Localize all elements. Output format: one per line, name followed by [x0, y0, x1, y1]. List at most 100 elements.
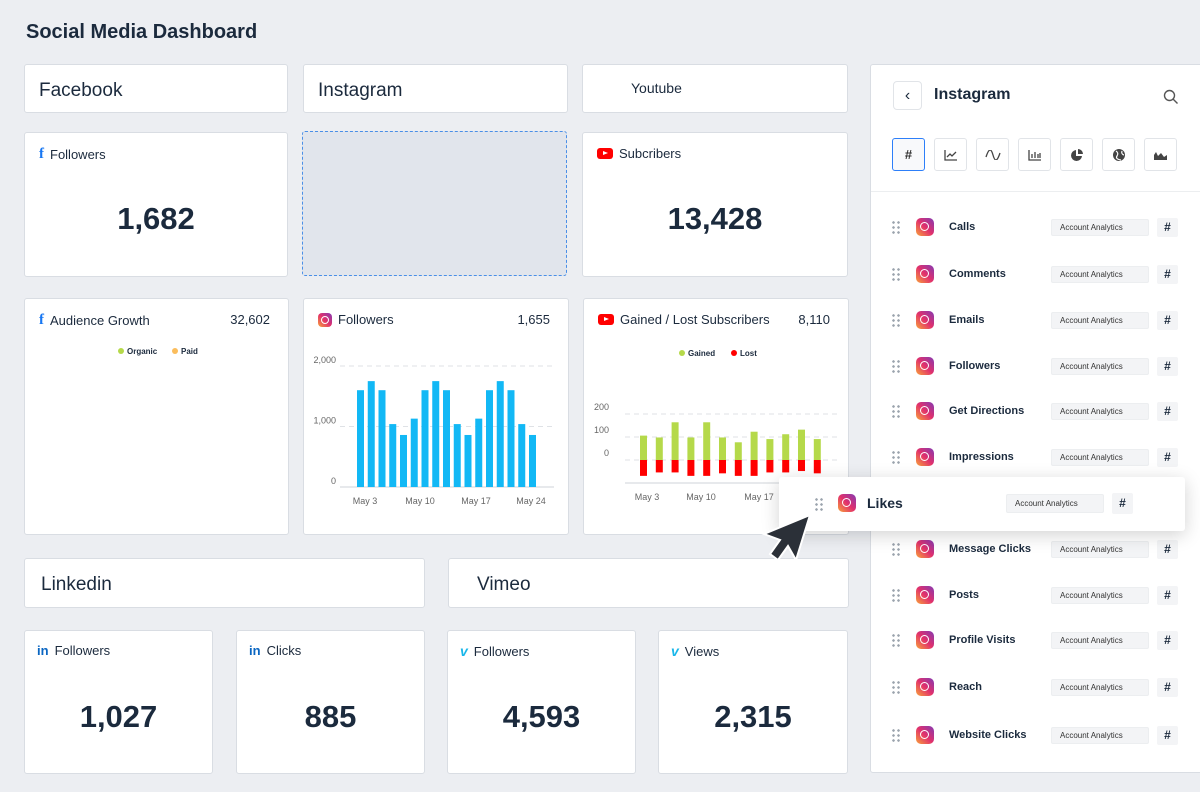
item-type: # — [1157, 264, 1178, 284]
drop-placeholder[interactable] — [302, 131, 567, 276]
bar-gained — [782, 434, 790, 460]
bar-lost — [703, 460, 711, 476]
area-chart-button[interactable] — [1144, 138, 1177, 171]
chart-total: 1,655 — [517, 312, 550, 327]
item-label: Likes — [867, 495, 903, 511]
instagram-icon — [916, 448, 934, 466]
metric-label: Followers — [54, 643, 111, 658]
facebook-icon: f — [39, 312, 44, 328]
chart-title: Gained / Lost Subscribers — [620, 312, 770, 327]
instagram-icon — [916, 402, 934, 420]
ig-followers-card[interactable]: Followers 1,655 2,000 1,000 0 May 3 May 10 Ma… — [303, 298, 569, 535]
item-tag: Account Analytics — [1051, 726, 1149, 744]
item-label: Get Directions — [949, 405, 1025, 417]
instagram-icon — [916, 540, 934, 558]
bar-gained — [719, 437, 726, 460]
bar-gained — [671, 422, 679, 460]
fb-followers-card[interactable]: f Followers 1,682 — [24, 132, 288, 277]
back-button[interactable]: ‹ — [893, 81, 922, 110]
dragged-list-item[interactable]: Likes Account Analytics # — [779, 477, 1185, 531]
bar-lost — [687, 460, 695, 476]
bar-gained — [813, 439, 821, 460]
item-type: # — [1157, 725, 1178, 745]
drag-handle-icon[interactable] — [891, 359, 901, 373]
legend-swatch — [731, 350, 737, 356]
cursor-arrow-icon — [761, 513, 812, 563]
drag-handle-icon[interactable] — [891, 542, 901, 556]
list-item[interactable]: Followers Account Analytics # — [871, 351, 1200, 381]
drag-handle-icon[interactable] — [891, 313, 901, 327]
bar-lost — [734, 460, 742, 476]
yt-subscribers-card[interactable]: Subcribers 13,428 — [582, 132, 848, 277]
item-label: Comments — [949, 268, 1006, 280]
bar-gained — [734, 442, 742, 460]
metric-value: 1,682 — [117, 201, 195, 236]
instagram-icon — [916, 311, 934, 329]
item-type: # — [1157, 447, 1178, 467]
bar — [453, 424, 461, 487]
item-tag: Account Analytics — [1051, 311, 1149, 329]
youtube-section-header[interactable]: Youtube — [582, 64, 848, 113]
bar-gained — [703, 422, 711, 460]
y-tick-label: 2,000 — [313, 355, 336, 365]
drag-handle-icon[interactable] — [891, 267, 901, 281]
li-followers-card[interactable]: in Followers 1,027 — [24, 630, 213, 774]
item-type: # — [1157, 310, 1178, 330]
vimeo-section-header[interactable]: Vimeo — [448, 558, 849, 608]
drag-handle-icon[interactable] — [891, 404, 901, 418]
facebook-icon: f — [39, 146, 44, 162]
number-widget-button[interactable]: # — [892, 138, 925, 171]
list-item[interactable]: Get Directions Account Analytics # — [871, 396, 1200, 426]
drag-handle-icon[interactable] — [891, 680, 901, 694]
bar-chart-button[interactable] — [1018, 138, 1051, 171]
bar-lost — [655, 460, 663, 473]
wave-button[interactable] — [976, 138, 1009, 171]
vm-views-card[interactable]: v Views 2,315 — [658, 630, 848, 774]
metric-value: 13,428 — [667, 201, 763, 236]
drag-handle-icon[interactable] — [891, 450, 901, 464]
legend-swatch — [679, 350, 685, 356]
facebook-section-header[interactable]: Facebook — [24, 64, 288, 113]
linkedin-icon: in — [37, 643, 49, 658]
drag-handle-icon[interactable] — [891, 633, 901, 647]
drag-handle-icon[interactable] — [891, 728, 901, 742]
drag-handle-icon[interactable] — [891, 220, 901, 234]
instagram-icon — [916, 357, 934, 375]
x-tick-label: May 3 — [635, 492, 660, 502]
section-title: Linkedin — [41, 574, 112, 595]
section-title: Instagram — [318, 80, 403, 101]
chart-total: 8,110 — [798, 312, 830, 327]
drag-handle-icon[interactable] — [891, 588, 901, 602]
x-tick-label: May 17 — [461, 496, 491, 506]
bar — [518, 424, 526, 487]
list-item[interactable]: Message Clicks Account Analytics # — [871, 534, 1200, 564]
search-icon[interactable] — [1163, 89, 1179, 105]
legend-label: Lost — [740, 349, 757, 358]
linkedin-section-header[interactable]: Linkedin — [24, 558, 425, 608]
list-item[interactable]: Calls Account Analytics # — [871, 212, 1200, 242]
bar — [421, 390, 429, 487]
list-item[interactable]: Emails Account Analytics # — [871, 305, 1200, 335]
section-title: Vimeo — [477, 574, 531, 595]
line-chart-button[interactable] — [934, 138, 967, 171]
vm-followers-card[interactable]: v Followers 4,593 — [447, 630, 636, 774]
line-chart-icon — [943, 149, 957, 161]
list-item[interactable]: Posts Account Analytics # — [871, 580, 1200, 610]
list-item[interactable]: Impressions Account Analytics # — [871, 442, 1200, 472]
list-item[interactable]: Website Clicks Account Analytics # — [871, 720, 1200, 750]
globe-button[interactable] — [1102, 138, 1135, 171]
item-label: Profile Visits — [949, 634, 1016, 646]
item-tag: Account Analytics — [1006, 494, 1104, 513]
drag-handle-icon[interactable] — [814, 497, 824, 511]
list-item[interactable]: Comments Account Analytics # — [871, 259, 1200, 289]
pie-chart-button[interactable] — [1060, 138, 1093, 171]
list-item[interactable]: Profile Visits Account Analytics # — [871, 625, 1200, 655]
item-label: Website Clicks — [949, 729, 1027, 741]
list-item[interactable]: Reach Account Analytics # — [871, 672, 1200, 702]
audience-growth-card[interactable]: f Audience Growth 32,602 2,0001,0000-1,00… — [24, 298, 289, 535]
bar-lost — [766, 460, 774, 473]
bar-chart-icon — [1027, 149, 1041, 161]
instagram-section-header[interactable]: Instagram — [303, 64, 568, 113]
li-clicks-card[interactable]: in Clicks 885 — [236, 630, 425, 774]
bar — [367, 381, 375, 487]
